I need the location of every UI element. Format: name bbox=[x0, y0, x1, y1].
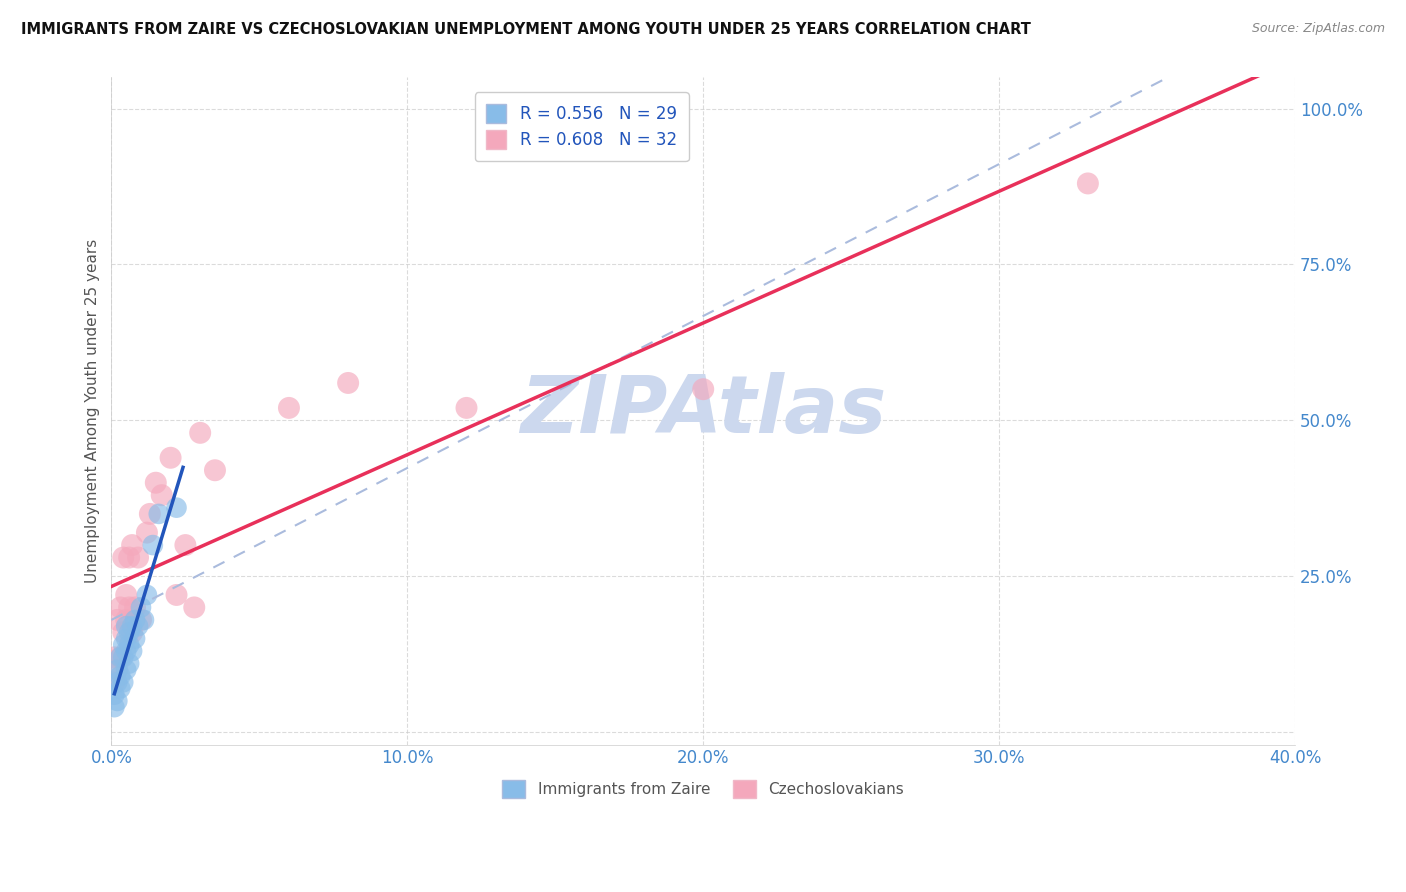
Point bbox=[110, 650, 132, 665]
Point bbox=[115, 588, 138, 602]
Point bbox=[105, 663, 128, 677]
Point bbox=[139, 507, 162, 521]
Point bbox=[166, 588, 188, 602]
Point bbox=[110, 669, 132, 683]
Point bbox=[110, 681, 132, 696]
Point bbox=[112, 638, 135, 652]
Point bbox=[121, 644, 143, 658]
Point bbox=[127, 619, 149, 633]
Point bbox=[115, 613, 138, 627]
Point bbox=[121, 625, 143, 640]
Point bbox=[110, 650, 132, 665]
Point bbox=[118, 657, 141, 671]
Point bbox=[112, 650, 135, 665]
Text: Source: ZipAtlas.com: Source: ZipAtlas.com bbox=[1251, 22, 1385, 36]
Point bbox=[124, 632, 146, 646]
Point bbox=[112, 550, 135, 565]
Point bbox=[124, 613, 146, 627]
Point bbox=[110, 600, 132, 615]
Text: ZIPAtlas: ZIPAtlas bbox=[520, 372, 886, 450]
Point bbox=[135, 525, 157, 540]
Point bbox=[337, 376, 360, 390]
Point bbox=[118, 550, 141, 565]
Point bbox=[159, 450, 181, 465]
Point bbox=[121, 619, 143, 633]
Point bbox=[121, 538, 143, 552]
Point bbox=[105, 694, 128, 708]
Point bbox=[118, 625, 141, 640]
Y-axis label: Unemployment Among Youth under 25 years: Unemployment Among Youth under 25 years bbox=[86, 239, 100, 583]
Point bbox=[115, 632, 138, 646]
Point bbox=[145, 475, 167, 490]
Point bbox=[103, 675, 125, 690]
Point bbox=[174, 538, 197, 552]
Point bbox=[103, 650, 125, 665]
Point bbox=[132, 613, 155, 627]
Point bbox=[118, 638, 141, 652]
Point bbox=[115, 619, 138, 633]
Point bbox=[105, 675, 128, 690]
Point bbox=[456, 401, 478, 415]
Point bbox=[112, 625, 135, 640]
Point bbox=[183, 600, 205, 615]
Point bbox=[150, 488, 173, 502]
Point bbox=[115, 663, 138, 677]
Point bbox=[103, 688, 125, 702]
Point bbox=[105, 613, 128, 627]
Point bbox=[124, 600, 146, 615]
Point bbox=[135, 588, 157, 602]
Point bbox=[112, 675, 135, 690]
Point bbox=[105, 663, 128, 677]
Point bbox=[692, 382, 714, 396]
Text: IMMIGRANTS FROM ZAIRE VS CZECHOSLOVAKIAN UNEMPLOYMENT AMONG YOUTH UNDER 25 YEARS: IMMIGRANTS FROM ZAIRE VS CZECHOSLOVAKIAN… bbox=[21, 22, 1031, 37]
Point bbox=[1077, 177, 1099, 191]
Point bbox=[127, 550, 149, 565]
Point bbox=[142, 538, 165, 552]
Legend: Immigrants from Zaire, Czechoslovakians: Immigrants from Zaire, Czechoslovakians bbox=[496, 773, 910, 804]
Point bbox=[166, 500, 188, 515]
Point bbox=[118, 600, 141, 615]
Point bbox=[204, 463, 226, 477]
Point bbox=[278, 401, 301, 415]
Point bbox=[129, 600, 152, 615]
Point bbox=[115, 644, 138, 658]
Point bbox=[103, 700, 125, 714]
Point bbox=[148, 507, 170, 521]
Point bbox=[188, 425, 211, 440]
Point bbox=[129, 613, 152, 627]
